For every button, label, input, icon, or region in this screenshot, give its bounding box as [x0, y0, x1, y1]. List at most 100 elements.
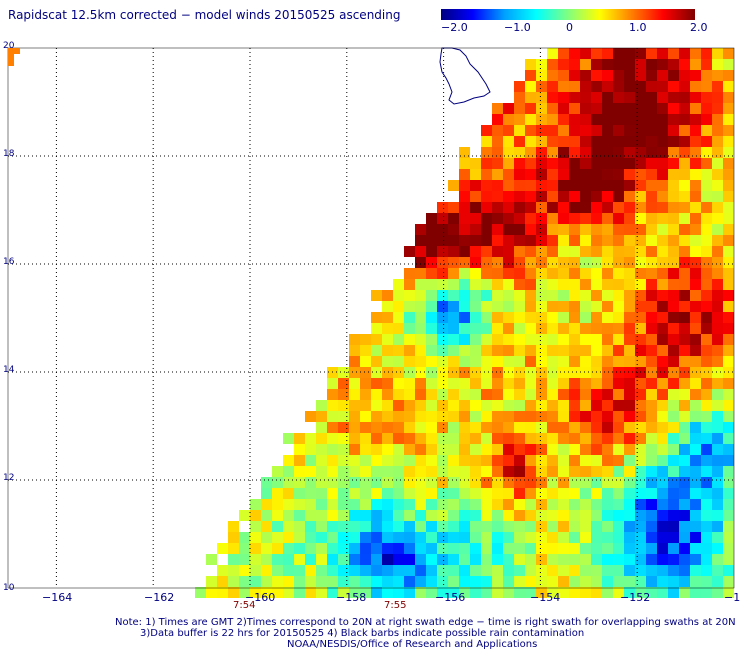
- wind-cell: [558, 433, 569, 444]
- wind-cell: [492, 521, 503, 532]
- wind-cell: [404, 455, 415, 466]
- wind-cell: [668, 92, 679, 103]
- wind-cell: [646, 169, 657, 180]
- wind-cell: [503, 345, 514, 356]
- wind-cell: [723, 422, 734, 433]
- wind-cell: [657, 488, 668, 499]
- wind-cell: [635, 48, 646, 59]
- colorbar: [441, 9, 695, 20]
- wind-cell: [690, 235, 701, 246]
- wind-cell: [723, 268, 734, 279]
- wind-cell: [635, 521, 646, 532]
- wind-cell: [624, 268, 635, 279]
- wind-cell: [624, 543, 635, 554]
- wind-cell: [492, 532, 503, 543]
- wind-cell: [404, 532, 415, 543]
- wind-cell: [602, 114, 613, 125]
- wind-cell: [646, 378, 657, 389]
- wind-cell: [591, 268, 602, 279]
- wind-cell: [382, 290, 393, 301]
- wind-cell: [723, 59, 734, 70]
- wind-cell: [635, 356, 646, 367]
- wind-cell: [679, 125, 690, 136]
- wind-cell: [371, 345, 382, 356]
- wind-cell: [679, 466, 690, 477]
- wind-cell: [514, 455, 525, 466]
- wind-cell: [679, 455, 690, 466]
- wind-cell: [338, 532, 349, 543]
- wind-cell: [613, 235, 624, 246]
- wind-cell: [602, 147, 613, 158]
- wind-cell: [712, 389, 723, 400]
- wind-cell: [228, 532, 239, 543]
- wind-cell: [712, 213, 723, 224]
- wind-cell: [613, 367, 624, 378]
- wind-cell: [701, 268, 712, 279]
- wind-cell: [679, 290, 690, 301]
- wind-cell: [690, 521, 701, 532]
- wind-cell: [679, 224, 690, 235]
- wind-cell: [338, 389, 349, 400]
- wind-cell: [547, 400, 558, 411]
- wind-cell: [371, 334, 382, 345]
- wind-cell: [503, 114, 514, 125]
- wind-cell: [305, 466, 316, 477]
- wind-cell: [525, 565, 536, 576]
- wind-cell: [393, 554, 404, 565]
- swath-time-label: 7:54: [233, 600, 256, 611]
- wind-cell: [382, 356, 393, 367]
- wind-cell: [712, 323, 723, 334]
- wind-cell: [459, 532, 470, 543]
- wind-cell: [635, 444, 646, 455]
- wind-cell: [547, 565, 558, 576]
- wind-cell: [591, 543, 602, 554]
- wind-cell: [371, 422, 382, 433]
- wind-cell: [393, 400, 404, 411]
- wind-cell: [690, 400, 701, 411]
- wind-cell: [382, 323, 393, 334]
- wind-cell: [558, 477, 569, 488]
- wind-cell: [371, 378, 382, 389]
- wind-cell: [602, 411, 613, 422]
- wind-cell: [360, 345, 371, 356]
- wind-cell: [525, 136, 536, 147]
- wind-cell: [470, 323, 481, 334]
- wind-cell: [283, 532, 294, 543]
- wind-cell: [701, 92, 712, 103]
- wind-cell: [558, 532, 569, 543]
- wind-cell: [239, 576, 250, 587]
- wind-cell: [393, 334, 404, 345]
- wind-cell: [558, 554, 569, 565]
- wind-cell: [679, 389, 690, 400]
- wind-cell: [624, 389, 635, 400]
- wind-cell: [679, 532, 690, 543]
- wind-cell: [558, 48, 569, 59]
- wind-cell: [239, 543, 250, 554]
- wind-cell: [602, 367, 613, 378]
- wind-cell: [536, 81, 547, 92]
- wind-cell: [690, 554, 701, 565]
- wind-cell: [525, 521, 536, 532]
- wind-cell: [360, 356, 371, 367]
- wind-cell: [470, 246, 481, 257]
- wind-cell: [371, 444, 382, 455]
- wind-cell: [723, 301, 734, 312]
- wind-swath-cells: [195, 48, 734, 598]
- wind-cell: [602, 433, 613, 444]
- wind-cell: [393, 510, 404, 521]
- wind-cell: [580, 466, 591, 477]
- wind-cell: [723, 466, 734, 477]
- wind-cell: [437, 510, 448, 521]
- wind-cell: [514, 268, 525, 279]
- wind-cell: [459, 235, 470, 246]
- wind-cell: [514, 356, 525, 367]
- wind-cell: [558, 279, 569, 290]
- wind-cell: [580, 92, 591, 103]
- wind-cell: [536, 169, 547, 180]
- wind-cell: [712, 59, 723, 70]
- wind-cell: [481, 400, 492, 411]
- wind-cell: [415, 301, 426, 312]
- wind-cell: [305, 587, 316, 598]
- wind-cell: [547, 257, 558, 268]
- wind-cell: [679, 70, 690, 81]
